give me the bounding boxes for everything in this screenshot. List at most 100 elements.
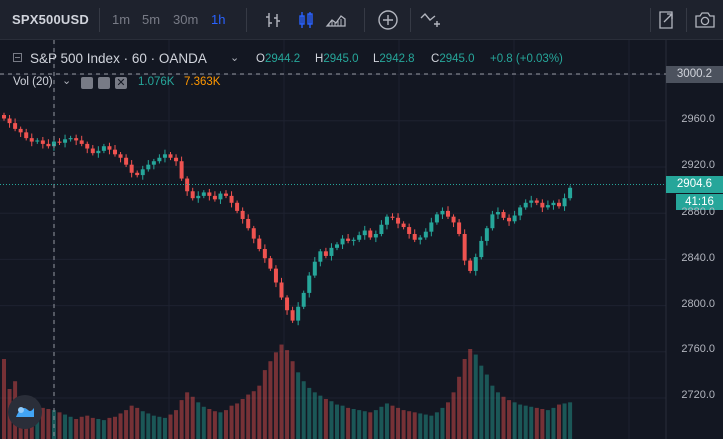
close-icon[interactable]: ✕ xyxy=(115,77,127,89)
symbol-search[interactable]: SPX500USD xyxy=(12,12,89,27)
candle-body xyxy=(2,115,6,119)
add-indicator-icon[interactable] xyxy=(376,8,400,32)
series-title[interactable]: S&P 500 Index · 60 · OANDA xyxy=(30,51,207,66)
candle-body xyxy=(262,249,267,259)
volume-bar xyxy=(162,417,167,439)
candle-body xyxy=(429,222,434,232)
volume-bar xyxy=(312,392,317,439)
candle-body xyxy=(468,260,473,271)
volume-bar xyxy=(529,406,534,439)
candle-body xyxy=(457,222,462,234)
volume-bar xyxy=(251,391,256,439)
volume-bar xyxy=(373,410,378,439)
tradingview-logo-icon[interactable] xyxy=(8,395,42,429)
candle-body xyxy=(340,238,345,245)
volume-bar xyxy=(46,409,51,439)
candle-body xyxy=(268,258,273,269)
volume-study-label[interactable]: Vol (20) xyxy=(13,76,53,88)
timeframe-30m[interactable]: 30m xyxy=(173,12,199,27)
timeframe-5m[interactable]: 5m xyxy=(142,12,161,27)
toolbar-divider xyxy=(99,8,100,32)
volume-bar xyxy=(551,407,556,439)
candle-body xyxy=(273,268,278,283)
candle-body xyxy=(190,191,195,199)
volume-bar xyxy=(545,410,550,439)
price-chart[interactable] xyxy=(0,40,723,439)
eye-icon[interactable] xyxy=(81,77,93,89)
volume-bar xyxy=(190,396,195,439)
volume-bar xyxy=(107,417,112,439)
candle-body xyxy=(390,216,395,218)
timeframe-1h[interactable]: 1h xyxy=(211,12,226,27)
volume-bar xyxy=(557,404,561,439)
volume-bar xyxy=(501,396,506,439)
settings-icon[interactable] xyxy=(98,77,110,89)
candle-body xyxy=(113,149,117,155)
volume-bar xyxy=(118,413,123,439)
candle-body xyxy=(446,210,450,217)
candle-body xyxy=(251,228,256,239)
volume-bar xyxy=(218,412,223,439)
candle-body xyxy=(57,141,62,143)
volume-bar xyxy=(351,409,356,439)
compare-icon[interactable] xyxy=(418,8,442,32)
candle-body xyxy=(562,198,567,207)
candle-body xyxy=(51,141,56,147)
candle-body xyxy=(407,227,412,234)
candle-body xyxy=(312,261,317,276)
volume-bar xyxy=(473,354,478,439)
camera-icon[interactable] xyxy=(693,8,717,32)
volume-bar xyxy=(368,412,373,439)
chevron-down-icon[interactable]: ⌄ xyxy=(230,52,240,64)
ohlc-close: C2945.0 xyxy=(431,53,475,65)
volume-bar xyxy=(157,416,162,439)
candle-body xyxy=(512,215,517,222)
candle-body xyxy=(146,164,151,170)
volume-bar xyxy=(379,406,384,439)
candle-body xyxy=(473,257,478,271)
candle-body xyxy=(162,154,167,158)
volume-bar xyxy=(262,370,267,439)
bar-countdown-label: 41:16 xyxy=(676,194,723,210)
collapse-legend-icon[interactable] xyxy=(13,53,22,62)
candle-body xyxy=(290,310,295,321)
candle-body xyxy=(124,157,129,165)
candle-body xyxy=(224,193,228,196)
candle-body xyxy=(7,118,12,124)
candle-body xyxy=(13,123,18,129)
candle-body xyxy=(140,169,145,176)
volume-bar xyxy=(512,402,517,439)
chevron-down-icon[interactable]: ⌄ xyxy=(62,75,72,87)
candle-body xyxy=(18,128,23,133)
fullscreen-icon[interactable] xyxy=(654,8,678,32)
volume-bar xyxy=(434,412,439,439)
candle-body xyxy=(323,251,328,256)
volume-bar xyxy=(495,392,500,439)
candle-body xyxy=(462,233,467,261)
price-axis-tick: 2960.0 xyxy=(681,113,715,125)
timeframe-1m[interactable]: 1m xyxy=(112,12,131,27)
candle-body xyxy=(185,178,190,192)
volume-bar xyxy=(96,419,101,439)
candle-body xyxy=(434,214,439,223)
volume-bar xyxy=(323,399,328,439)
candle-body xyxy=(196,195,201,199)
bar-style-icon[interactable] xyxy=(261,8,285,32)
volume-bar xyxy=(484,374,489,439)
volume-bar xyxy=(440,407,445,439)
volume-bar xyxy=(185,392,190,439)
candle-body xyxy=(401,223,406,228)
volume-bar xyxy=(462,359,467,439)
area-style-icon[interactable] xyxy=(324,8,348,32)
candle-body xyxy=(440,210,445,215)
candle-style-icon[interactable] xyxy=(294,8,318,32)
candle-body xyxy=(484,228,489,241)
volume-bar xyxy=(423,414,428,439)
volume-bar xyxy=(490,385,495,439)
volume-bar xyxy=(90,417,95,439)
price-axis-tick: 2800.0 xyxy=(681,298,715,310)
candle-body xyxy=(490,214,495,229)
volume-bar xyxy=(540,409,545,439)
volume-bar xyxy=(201,406,206,439)
volume-bar xyxy=(246,394,251,439)
